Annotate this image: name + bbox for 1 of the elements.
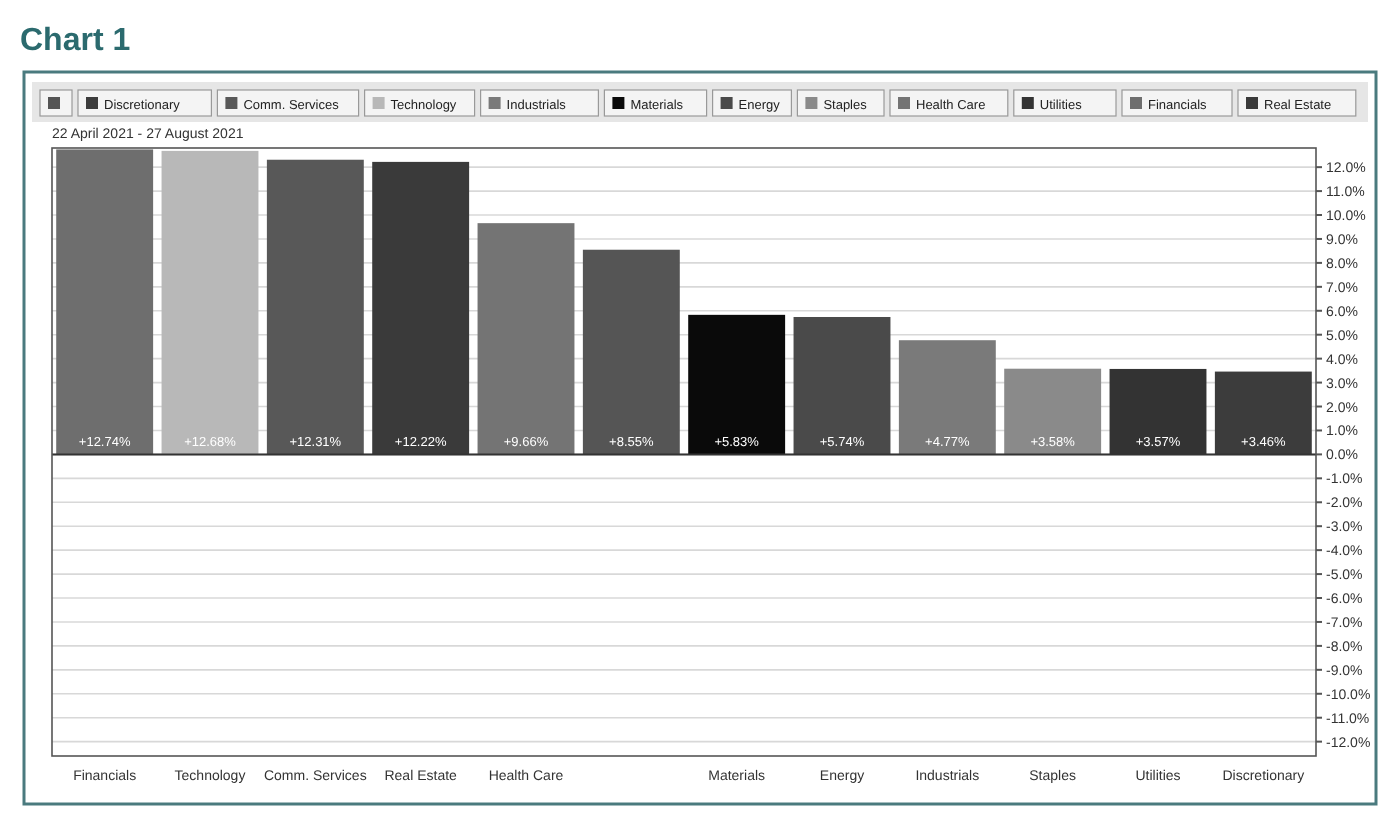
chart-title: Chart 1 xyxy=(20,24,131,58)
